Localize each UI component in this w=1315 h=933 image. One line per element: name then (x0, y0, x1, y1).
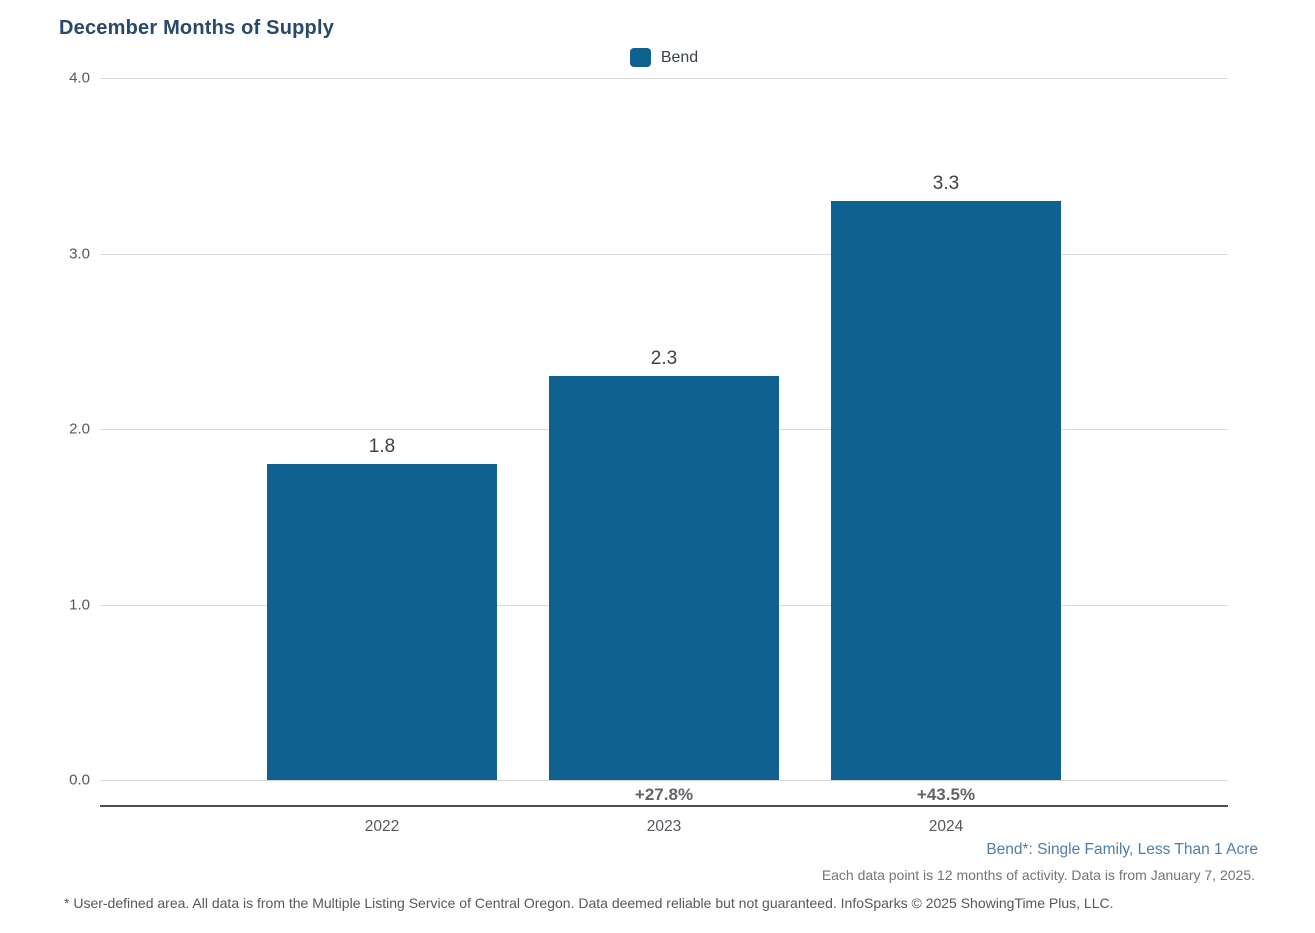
bar-value-label-2023: 2.3 (650, 348, 678, 370)
bar-value-label-2024: 3.3 (932, 172, 960, 194)
pct-change-label-2023: +27.8% (634, 785, 694, 804)
legend[interactable]: Bend (100, 48, 1228, 67)
bar-2023[interactable] (549, 376, 779, 780)
y-tick-label: 2.0 (69, 420, 90, 438)
y-tick-label: 0.0 (69, 771, 90, 789)
y-tick-label: 4.0 (69, 69, 90, 87)
x-axis-label-2022: 2022 (364, 818, 400, 835)
x-axis-label-2023: 2023 (646, 818, 682, 835)
footnote-series-definition: Bend*: Single Family, Less Than 1 Acre (986, 841, 1258, 858)
gridline-y-0.0 (100, 780, 1228, 781)
y-tick-label: 1.0 (69, 596, 90, 613)
chart-title: December Months of Supply (59, 17, 335, 39)
footnote-disclaimer: * User-defined area. All data is from th… (64, 895, 1114, 911)
pct-change-label-2024: +43.5% (916, 785, 976, 804)
gridline-y-3.0 (100, 253, 1228, 255)
legend-swatch-bend (629, 48, 651, 67)
gridline-y-4.0 (100, 78, 1228, 79)
x-axis-label-2024: 2024 (928, 818, 964, 835)
footnote-data-period: Each data point is 12 months of activity… (821, 867, 1255, 883)
bar-2024[interactable] (831, 200, 1061, 780)
y-tick-label: 3.0 (69, 245, 90, 262)
bar-value-label-2022: 1.8 (368, 436, 396, 458)
bar-2022[interactable] (267, 464, 497, 780)
legend-label-bend: Bend (660, 48, 699, 66)
x-axis-line (100, 805, 1228, 807)
